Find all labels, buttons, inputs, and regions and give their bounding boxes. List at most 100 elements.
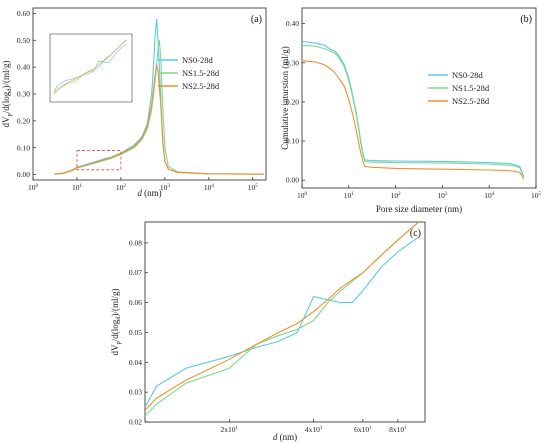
y-axis-label-part-0: dV (1, 116, 11, 128)
inset-frame (49, 33, 133, 103)
x-tick-label: 4x101 (305, 425, 323, 434)
x-axis-label-unit: (nm) (142, 188, 162, 198)
y-tick-label: 0.30 (286, 58, 299, 67)
x-tick-label-exp: 2 (123, 184, 126, 189)
series-line-NS0-28d (145, 236, 420, 408)
legend-entry: NS0-28d (182, 55, 213, 65)
series-group (53, 18, 264, 175)
plot-frame (301, 7, 537, 189)
x-tick-label: 103 (437, 191, 448, 200)
y-tick-label: 0.08 (129, 238, 142, 247)
x-tick-label-base: 10 (72, 183, 80, 192)
x-tick-label: 105 (531, 191, 542, 200)
x-tick-label-exp: 4 (492, 192, 495, 197)
y-tick-label: 0.03 (129, 388, 142, 397)
x-tick-label-exp: 1 (79, 184, 82, 189)
x-tick-label-base: 10 (437, 191, 445, 200)
y-tick-label: 0.07 (129, 268, 142, 277)
x-tick-label-base: 8x10 (389, 425, 404, 434)
x-tick-label: 100 (28, 183, 39, 192)
y-axis-label-part-1: p (115, 341, 122, 344)
x-tick-label: 100 (297, 191, 308, 200)
legend-entry: NS2.5-28d (182, 81, 220, 91)
y-tick-label: 0.10 (286, 137, 299, 146)
x-tick-label-base: 10 (204, 183, 212, 192)
x-tick-label-base: 10 (297, 191, 305, 200)
x-tick-label-base: 10 (160, 183, 168, 192)
x-tick-label-exp: 1 (404, 426, 407, 431)
y-axis-label-part-3: d (6, 88, 13, 92)
y-axis-label-part-3: d (115, 316, 122, 320)
legend-entry: NS0-28d (452, 70, 483, 80)
x-axis-label: d (nm) (137, 188, 161, 198)
x-tick-label: 101 (344, 191, 355, 200)
y-tick-label: 0.40 (17, 63, 30, 72)
series-line-NS2.5-28d (53, 64, 264, 175)
x-axis-label: d (nm) (273, 432, 297, 442)
y-tick-label: 0.20 (17, 116, 30, 125)
legend-entry: NS1.5-28d (182, 68, 220, 78)
x-axis-label-var: d (137, 188, 142, 198)
x-tick-label-exp: 5 (539, 192, 542, 197)
y-tick-label: 0.06 (129, 298, 142, 307)
y-axis-label-part-0: dV (110, 344, 120, 356)
x-tick-label: 102 (116, 183, 126, 192)
x-tick-label-exp: 0 (36, 184, 39, 189)
x-tick-label-base: 10 (116, 183, 124, 192)
y-tick-label: 0.20 (286, 97, 299, 106)
inset-series-NS2.5-28d (53, 39, 127, 93)
y-axis-label-part-4: )/(ml/g) (110, 289, 120, 317)
x-tick-label-base: 10 (531, 191, 539, 200)
x-tick-label: 6x101 (354, 425, 372, 434)
series-line-NS2.5-28d (145, 222, 420, 411)
y-axis-label: Cumulative inturstion (ml/g) (280, 46, 290, 150)
x-tick-label: 102 (391, 191, 402, 200)
panel-label: (a) (251, 14, 262, 25)
y-tick-label: 0.60 (17, 9, 30, 18)
x-tick-label-base: 10 (248, 183, 256, 192)
x-tick-label-base: 10 (484, 191, 492, 200)
y-axis-label: dVp/d(logd)/(ml/g) (110, 289, 122, 356)
y-axis-label-part-2: /d(log (110, 319, 120, 341)
x-tick-label-base: 10 (391, 191, 399, 200)
y-tick-label: 0.00 (17, 170, 30, 179)
x-tick-label-base: 10 (28, 183, 36, 192)
y-tick-label: 0.00 (286, 176, 299, 185)
series-group (302, 40, 525, 180)
x-tick-label-exp: 5 (255, 184, 258, 189)
x-tick-label-exp: 3 (445, 192, 448, 197)
x-tick-label-base: 10 (344, 191, 352, 200)
x-tick-label-base: 2x10 (221, 425, 236, 434)
legend-entry: NS1.5-28d (452, 83, 490, 93)
x-axis-label-unit: (nm) (277, 432, 297, 442)
x-tick-label: 104 (484, 191, 495, 200)
y-tick-label: 0.02 (129, 418, 142, 427)
x-axis-label: Pore size diameter (nm) (376, 204, 462, 214)
y-axis-label-part-4: )/(ml/g) (1, 61, 11, 89)
y-tick-label: 0.40 (286, 19, 299, 28)
zoom-region-box (76, 150, 122, 171)
y-tick-label: 0.04 (129, 358, 142, 367)
x-tick-label-exp: 2 (398, 192, 401, 197)
x-tick-label-exp: 1 (236, 426, 239, 431)
panel-label: (b) (520, 14, 532, 25)
x-tick-label-exp: 1 (351, 192, 354, 197)
series-group (145, 222, 420, 417)
x-tick-label-exp: 4 (211, 184, 214, 189)
x-tick-label-exp: 0 (305, 192, 308, 197)
x-tick-label: 101 (72, 183, 83, 192)
y-tick-label: 0.10 (17, 143, 30, 152)
legend-entry: NS2.5-28d (452, 96, 490, 106)
x-axis-label-var: d (273, 432, 278, 442)
y-tick-label: 0.05 (129, 328, 142, 337)
x-tick-label-exp: 1 (320, 426, 323, 431)
x-tick-label-exp: 1 (369, 426, 372, 431)
series-line-NS2.5-28d (302, 60, 525, 180)
y-tick-label: 0.30 (17, 90, 30, 99)
x-tick-label-base: 6x10 (354, 425, 369, 434)
series-line-NS1.5-28d (145, 222, 420, 417)
